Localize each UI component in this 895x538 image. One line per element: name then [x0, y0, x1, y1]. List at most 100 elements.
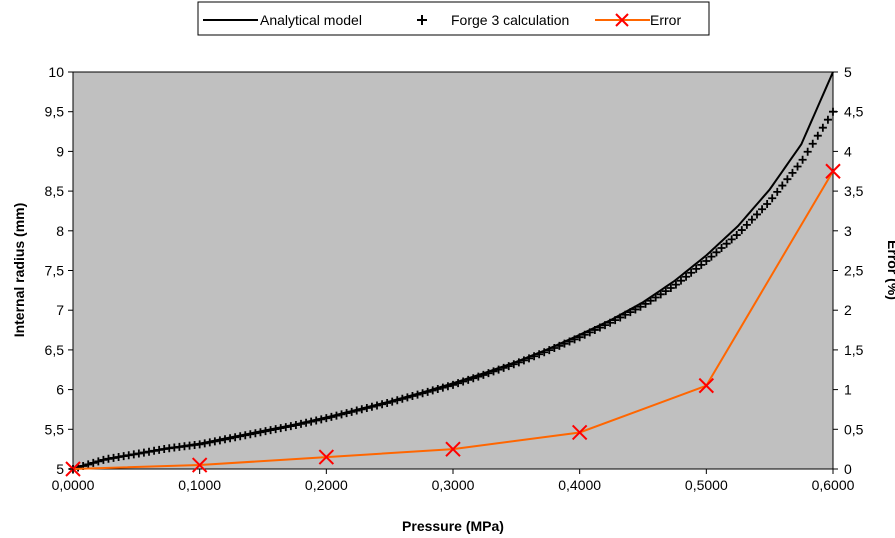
forge-point [479, 370, 488, 379]
x-axis-title: Pressure (MPa) [402, 518, 504, 534]
forge-point [616, 313, 625, 322]
forge-point [312, 416, 321, 425]
y-tick-label: 9 [56, 143, 64, 159]
plot-area [72, 71, 834, 470]
forge-point [200, 439, 209, 448]
forge-point [469, 374, 478, 383]
forge-point [327, 412, 336, 421]
forge-point [818, 123, 827, 132]
forge-point [626, 308, 635, 317]
forge-point [362, 404, 371, 413]
forge-point [215, 436, 224, 445]
forge-point [484, 369, 493, 378]
forge-point [266, 426, 275, 435]
forge-point [768, 194, 777, 203]
forge-point [737, 226, 746, 235]
forge-point [94, 457, 103, 466]
forge-point [621, 310, 630, 319]
forge-point [590, 325, 599, 334]
forge-point [742, 220, 751, 229]
forge-point [408, 392, 417, 401]
y-tick-label: 6 [56, 382, 64, 398]
forge-point [813, 131, 822, 140]
forge-point [535, 350, 544, 359]
forge-point [307, 417, 316, 426]
forge-point [666, 283, 675, 292]
legend-label-analytical: Analytical model [260, 12, 362, 28]
forge-point [210, 437, 219, 446]
error-point [571, 424, 588, 441]
error-point [698, 377, 715, 394]
forge-point [423, 387, 432, 396]
forge-point [692, 264, 701, 273]
y2-tick-label: 3 [844, 223, 852, 239]
forge-point [443, 382, 452, 391]
forge-point [722, 239, 731, 248]
forge-point [276, 424, 285, 433]
forge-point [428, 386, 437, 395]
forge-point [570, 335, 579, 344]
forge-point [763, 200, 772, 209]
forge-point [514, 358, 523, 367]
legend-label-forge: Forge 3 calculation [451, 12, 569, 28]
forge-point [712, 248, 721, 257]
forge-point [682, 272, 691, 281]
forge-point [773, 187, 782, 196]
x-tick-label: 0,0000 [52, 477, 95, 493]
forge-point [367, 402, 376, 411]
error-point [318, 449, 335, 465]
forge-point [221, 435, 229, 444]
forge-point [347, 407, 356, 416]
forge-point [494, 365, 503, 374]
y2-axis-title: Error (%) [885, 240, 895, 300]
forge-point [256, 428, 265, 437]
forge-point [383, 398, 392, 407]
forge-point [342, 409, 351, 418]
forge-point [636, 302, 645, 311]
forge-point [509, 360, 518, 369]
forge-point [565, 337, 574, 346]
series-forge-markers [69, 107, 837, 473]
y2-tick-label: 3,5 [844, 183, 864, 199]
error-point [191, 457, 208, 473]
legend-marker-forge [417, 15, 427, 25]
y-tick-label: 9,5 [45, 104, 65, 120]
forge-point [783, 175, 792, 184]
forge-point [226, 434, 235, 443]
forge-point [464, 375, 473, 384]
forge-point [418, 389, 427, 398]
forge-point [601, 321, 609, 330]
forge-point [530, 352, 539, 361]
forge-point [702, 256, 711, 265]
forge-point [438, 383, 447, 392]
forge-point [778, 181, 787, 190]
forge-point [793, 162, 802, 171]
forge-point [241, 431, 250, 440]
forge-point [99, 455, 108, 464]
forge-point [332, 411, 341, 420]
legend-marker-error [615, 13, 629, 27]
forge-point [231, 433, 240, 442]
forge-point [555, 341, 564, 350]
forge-point [631, 305, 640, 314]
x-tick-label: 0,5000 [685, 477, 728, 493]
forge-point [540, 348, 549, 357]
forge-point [499, 363, 508, 372]
y2-tick-label: 4,5 [844, 104, 864, 120]
error-point [445, 441, 461, 457]
y2-tick-label: 5 [844, 64, 852, 80]
forge-point [687, 268, 696, 277]
forge-point [575, 333, 584, 342]
forge-point [286, 422, 295, 431]
forge-point [291, 421, 300, 430]
forge-point [727, 235, 736, 244]
y-tick-label: 10 [48, 64, 64, 80]
y2-tick-label: 2 [844, 302, 852, 318]
x-tick-label: 0,4000 [558, 477, 601, 493]
forge-point [823, 115, 832, 124]
forge-point [195, 440, 204, 449]
forge-point [651, 293, 660, 302]
y-tick-label: 7,5 [45, 263, 65, 279]
forge-point [803, 147, 812, 156]
